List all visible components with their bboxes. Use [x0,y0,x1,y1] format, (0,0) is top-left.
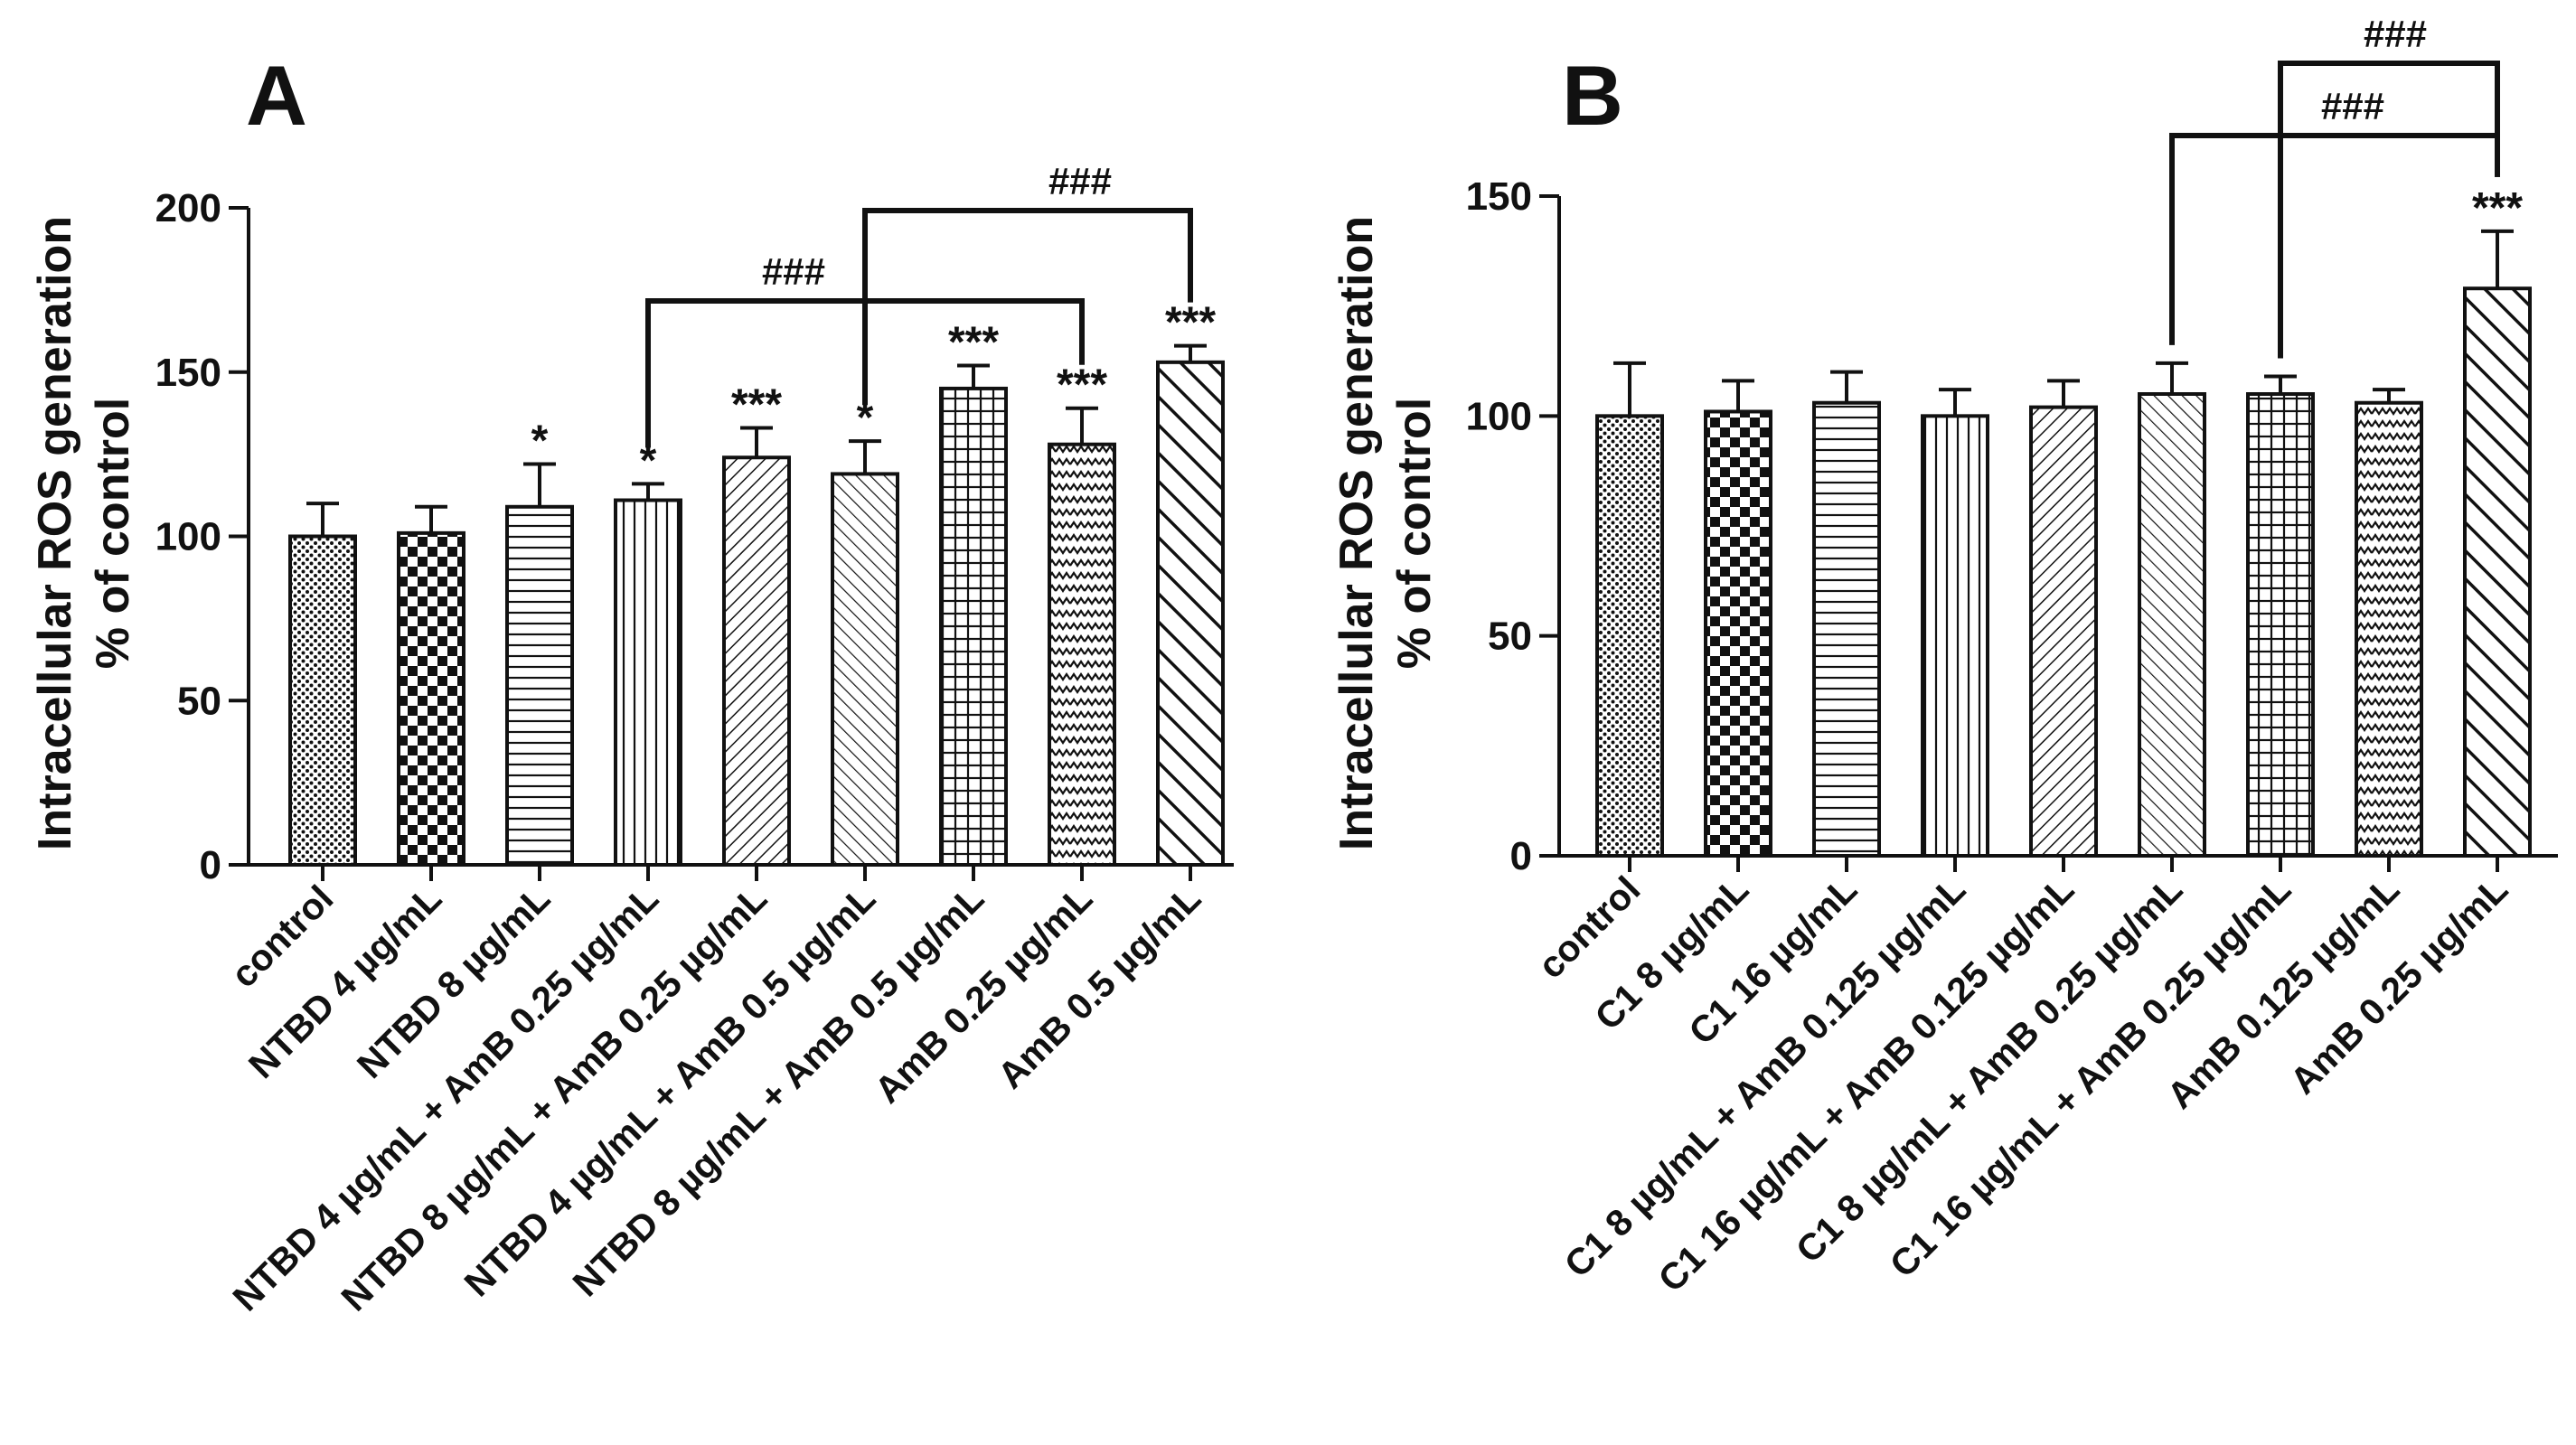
panel-a-bar [505,504,574,867]
panel-b-ytick-label: 50 [1488,615,1532,659]
panel-a-ytick-label: 200 [155,186,221,230]
panel-a-significance-label: * [531,418,549,465]
panel-a-significance-label: *** [948,318,999,366]
panel-a-letter: A [246,48,307,143]
panel-a-ylabel-line2: % of control [87,398,139,669]
panel-b-comparison-bracket [2278,61,2500,359]
panel-a-bar [939,386,1008,867]
panel-a-significance-label: * [640,436,657,484]
panel-b-bar [2246,392,2315,858]
panel-b-significance-label: *** [2472,184,2523,232]
panel-a-significance-label: * [857,394,874,442]
panel-a-category-label: AmB 0.5 µg/mL [990,877,1209,1097]
panel-a-bar [1048,442,1116,867]
panel-a-category-label: NTBD 4 µg/mL [240,877,449,1086]
panel-a-ytick-label: 0 [200,843,221,887]
panel-a-bracket-label: ### [1048,160,1112,202]
panel-b-bar [2463,286,2532,858]
panel-a-bar [397,530,465,867]
panel-b-bar [1921,414,1989,858]
panel-a-comparison-bracket [862,208,1193,406]
panel-b-bracket-label: ### [2364,13,2427,55]
panel-a-significance-label: *** [731,381,782,429]
panel-a-bar [831,472,899,867]
panel-a-bar [722,455,791,867]
panel-b-ytick-label: 100 [1466,394,1532,438]
panel-b-bracket-label: ### [2321,85,2384,127]
panel-a-category-label: NTBD 8 µg/mL [349,877,558,1086]
panel-b-ytick-label: 0 [1510,834,1532,878]
panel-a-bracket-label: ### [762,250,825,293]
panel-a-ylabel-line1: Intracellular ROS generation [29,216,81,850]
panel-a-bar [1156,360,1225,868]
panel-a-ytick-label: 150 [155,351,221,395]
panel-a-bar [288,534,357,867]
panel-b-bar [1812,400,1881,858]
panel-b-comparison-bracket [2169,133,2500,345]
panel-b-ylabel-line1: Intracellular ROS generation [1330,216,1383,850]
panel-a-bar [614,498,682,867]
panel-b-ylabel-line2: % of control [1388,398,1441,669]
panel-b-letter: B [1562,48,1623,143]
panel-a-significance-label: *** [1165,299,1216,347]
panel-b-bar [2138,392,2206,858]
panel-a-significance-label: *** [1057,361,1107,409]
panel-a-ytick-label: 100 [155,515,221,559]
panel-b-bar [1704,409,1772,858]
panel-b-ytick-label: 150 [1466,174,1532,219]
panel-b-bar [2355,400,2423,858]
panel-b-category-label: C1 8 µg/mL + AmB 0.25 µg/mL [1788,868,2190,1271]
panel-b-category-label: C1 8 µg/mL + AmB 0.125 µg/mL [1556,868,1973,1285]
panel-b-bar [1595,414,1664,858]
panel-b-category-label: C1 16 µg/mL + AmB 0.25 µg/mL [1882,868,2299,1285]
panel-a-ytick-label: 50 [177,679,221,723]
panel-b-bar [2029,405,2098,858]
